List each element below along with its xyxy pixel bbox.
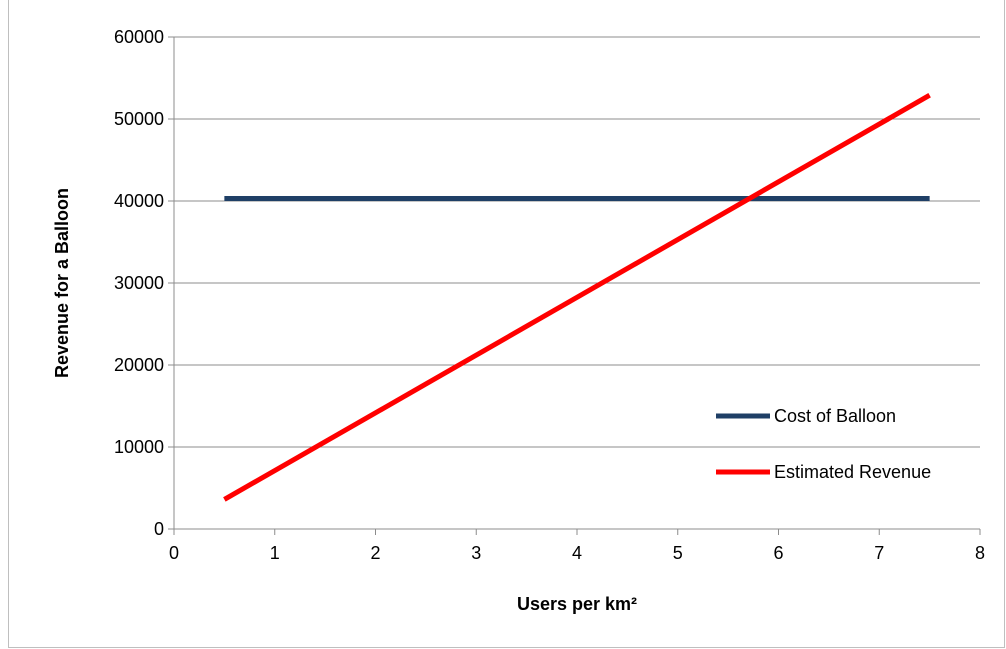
y-tick-labels: 0 10000 20000 30000 40000 50000 60000 [114,27,164,539]
gridlines [174,36,980,448]
y-tick-label: 40000 [114,191,164,211]
series-lines [223,93,931,502]
x-tick-label: 6 [773,543,783,563]
x-tick-label: 5 [673,543,683,563]
x-tick-label: 7 [874,543,884,563]
series-line-estimated-revenue [223,93,931,502]
legend-label-cost-of-balloon: Cost of Balloon [774,406,896,426]
y-tick-label: 50000 [114,109,164,129]
x-tick-label: 2 [370,543,380,563]
x-axis-label: Users per km² [517,594,637,614]
x-tick-label: 0 [169,543,179,563]
x-tick-label: 1 [270,543,280,563]
y-tick-label: 30000 [114,273,164,293]
chart-frame [8,0,1005,648]
y-tick-label: 0 [154,519,164,539]
x-tick-label: 4 [572,543,582,563]
y-tick-label: 10000 [114,437,164,457]
x-tick-label: 8 [975,543,985,563]
y-tick-label: 60000 [114,27,164,47]
legend-label-estimated-revenue: Estimated Revenue [774,462,931,482]
x-tick-label: 3 [471,543,481,563]
axes [168,36,981,535]
y-axis-label: Revenue for a Balloon [52,188,72,378]
legend: Cost of Balloon Estimated Revenue [716,406,931,482]
y-tick-label: 20000 [114,355,164,375]
x-tick-labels: 0 1 2 3 4 5 6 7 8 [169,543,985,563]
